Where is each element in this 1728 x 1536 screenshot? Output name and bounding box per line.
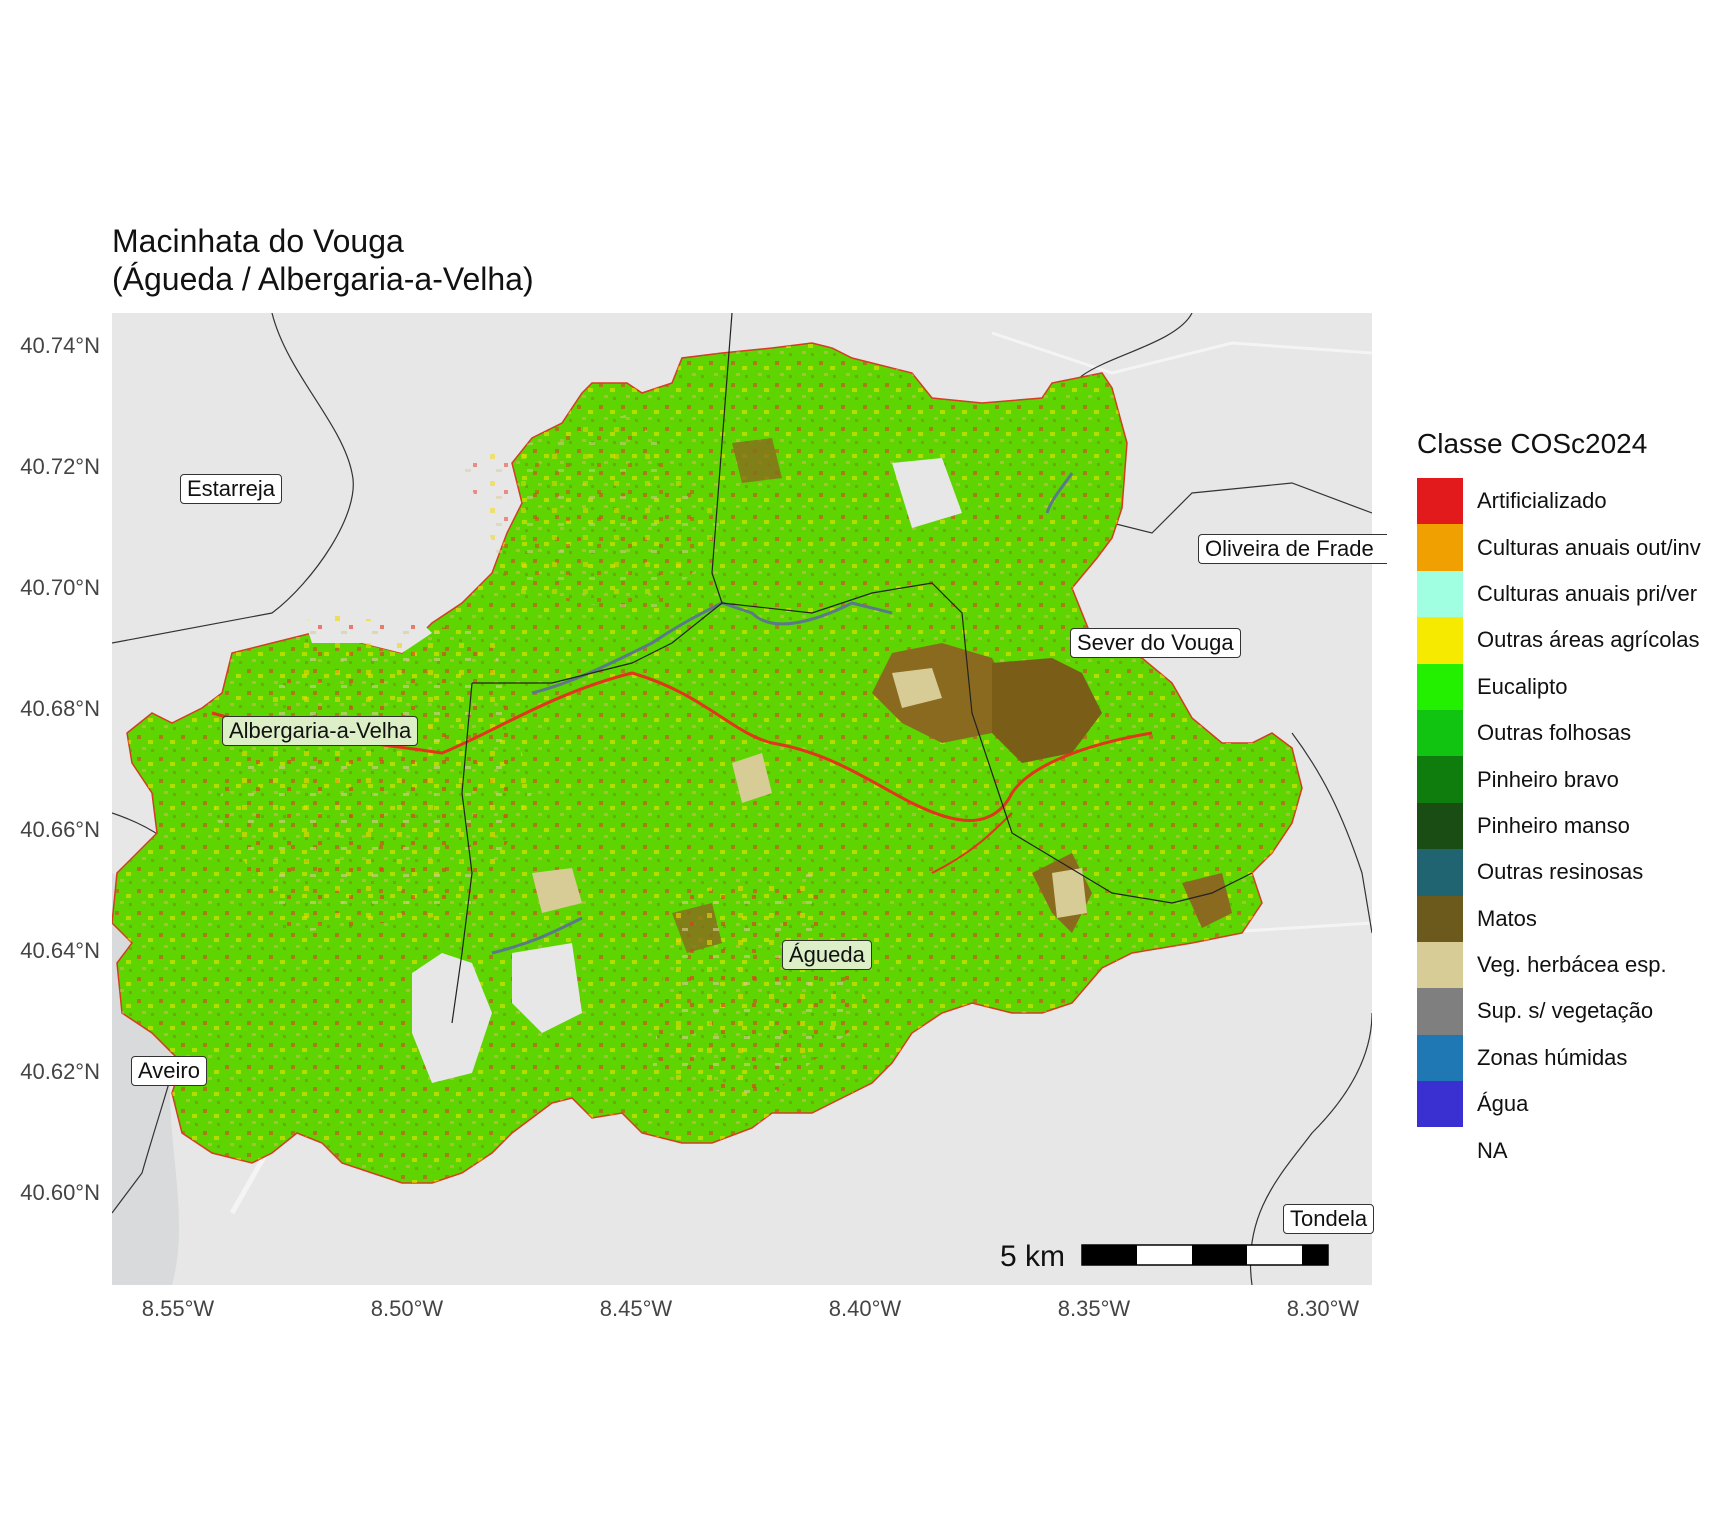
- legend: Classe COSc2024 Artificializado Culturas …: [1417, 428, 1701, 1174]
- herbaceous-patch-1: [892, 668, 942, 708]
- parish-boundaries: [451, 313, 1253, 1024]
- place-label-tondela: Tondela: [1283, 1204, 1375, 1234]
- agricultural-speckle: [112, 343, 1302, 1183]
- legend-label: Veg. herbácea esp.: [1477, 952, 1667, 978]
- scale-bar-label: 5 km: [1000, 1240, 1066, 1273]
- lon-tick-4: 8.35°W: [1057, 1296, 1131, 1321]
- legend-swatch: [1417, 895, 1463, 942]
- place-label-albergaria: Albergaria-a-Velha: [222, 716, 419, 746]
- legend-label: Água: [1477, 1091, 1529, 1117]
- lat-tick-6: 40.62°N: [20, 1059, 100, 1084]
- legend-swatch: [1417, 1127, 1463, 1174]
- lat-tick-1: 40.72°N: [20, 454, 100, 479]
- legend-item: Sup. s/ vegetação: [1417, 988, 1701, 1035]
- map-title: Macinhata do Vouga (Águeda / Albergaria-…: [112, 222, 534, 298]
- hole-north: [892, 458, 962, 528]
- agri-scatter-west: [212, 613, 532, 933]
- legend-item: Água: [1417, 1081, 1701, 1128]
- legend-title: Classe COSc2024: [1417, 428, 1648, 459]
- matos-patch-2: [992, 658, 1102, 763]
- hole-mesa: [512, 943, 582, 1033]
- herbaceous-patch-2: [1052, 868, 1087, 918]
- legend-swatch: [1417, 617, 1463, 664]
- legend-swatch: [1417, 663, 1463, 710]
- agri-scatter-north: [462, 413, 732, 613]
- place-label-sever-do-vouga: Sever do Vouga: [1070, 628, 1241, 658]
- legend-label: Culturas anuais out/inv: [1477, 534, 1701, 560]
- legend-label: Outras folhosas: [1477, 720, 1632, 746]
- lon-tick-1: 8.50°W: [370, 1296, 444, 1321]
- river-south-west: [491, 916, 583, 955]
- agri-scatter-south: [652, 873, 872, 1103]
- herbaceous-patch-4: [532, 868, 582, 913]
- legend-item: Veg. herbácea esp.: [1417, 941, 1701, 989]
- legend-item: Outras folhosas: [1417, 709, 1701, 757]
- lon-tick-5: 8.30°W: [1286, 1296, 1360, 1321]
- legend-swatch: [1417, 802, 1463, 850]
- legend-item: Pinheiro manso: [1417, 802, 1701, 850]
- legend-label: Artificializado: [1477, 488, 1607, 514]
- legend-swatch: [1417, 941, 1463, 989]
- legend-label: Matos: [1477, 905, 1537, 931]
- legend-label: NA: [1477, 1137, 1508, 1163]
- place-label-estarreja: Estarreja: [180, 474, 283, 504]
- legend-swatch: [1417, 478, 1463, 525]
- matos-patch-4: [1182, 873, 1232, 928]
- legend-item: Culturas anuais out/inv: [1417, 524, 1701, 571]
- lat-tick-4: 40.66°N: [20, 817, 100, 842]
- lat-tick-3: 40.68°N: [20, 696, 100, 721]
- legend-item: Culturas anuais pri/ver: [1417, 570, 1701, 618]
- legend-swatch: [1417, 1034, 1463, 1082]
- lon-tick-0: 8.55°W: [141, 1296, 215, 1321]
- lon-tick-2: 8.45°W: [599, 1296, 673, 1321]
- lon-tick-3: 8.40°W: [828, 1296, 902, 1321]
- matos-patch-5: [732, 438, 782, 483]
- legend-swatch: [1417, 988, 1463, 1035]
- legend-swatch: [1417, 709, 1463, 757]
- legend-item: NA: [1417, 1127, 1701, 1174]
- map-panel[interactable]: [112, 313, 1372, 1285]
- matos-patch-1: [872, 643, 1012, 743]
- lat-tick-7: 40.60°N: [20, 1180, 100, 1205]
- legend-item: Outras resinosas: [1417, 849, 1701, 896]
- legend-label: Pinheiro manso: [1477, 812, 1630, 838]
- legend-item: Zonas húmidas: [1417, 1034, 1701, 1082]
- lat-tick-2: 40.70°N: [20, 575, 100, 600]
- legend-item: Matos: [1417, 895, 1701, 942]
- main-road-red: [211, 671, 1153, 822]
- legend-label: Outras resinosas: [1477, 859, 1644, 885]
- river-north-east: [1045, 472, 1074, 514]
- lat-tick-5: 40.64°N: [20, 938, 100, 963]
- vouga-river: [531, 601, 893, 695]
- legend-swatch: [1417, 570, 1463, 618]
- title-line-1: Macinhata do Vouga: [112, 223, 404, 259]
- legend-swatch: [1417, 756, 1463, 803]
- herbaceous-patch-3: [732, 753, 772, 803]
- place-label-aveiro: Aveiro: [131, 1056, 207, 1086]
- legend-label: Outras áreas agrícolas: [1477, 627, 1700, 653]
- scale-bar: [1081, 1244, 1329, 1266]
- legend-label: Zonas húmidas: [1477, 1044, 1628, 1070]
- place-label-agueda: Águeda: [782, 940, 872, 970]
- legend-swatch: [1417, 849, 1463, 896]
- legend-items: Artificializado Culturas anuais out/inv Cu…: [1417, 478, 1701, 1174]
- legend-swatch: [1417, 524, 1463, 571]
- place-label-oliveira: Oliveira de Frade: [1198, 534, 1387, 564]
- title-line-2: (Águeda / Albergaria-a-Velha): [112, 261, 534, 297]
- land-cover-map: [112, 313, 1372, 1285]
- lat-tick-0: 40.74°N: [20, 333, 100, 358]
- legend-label: Eucalipto: [1477, 673, 1568, 699]
- road-branch: [931, 812, 1013, 874]
- legend-label: Pinheiro bravo: [1477, 766, 1619, 792]
- road-north: [991, 331, 1372, 375]
- legend-swatch: [1417, 1081, 1463, 1128]
- legend-item: Outras áreas agrícolas: [1417, 617, 1701, 664]
- legend-item: Eucalipto: [1417, 663, 1701, 710]
- legend-item: Pinheiro bravo: [1417, 756, 1701, 803]
- hole-west: [412, 953, 492, 1083]
- legend-label: Culturas anuais pri/ver: [1477, 580, 1698, 606]
- legend-label: Sup. s/ vegetação: [1477, 998, 1654, 1024]
- legend-item: Artificializado: [1417, 478, 1701, 525]
